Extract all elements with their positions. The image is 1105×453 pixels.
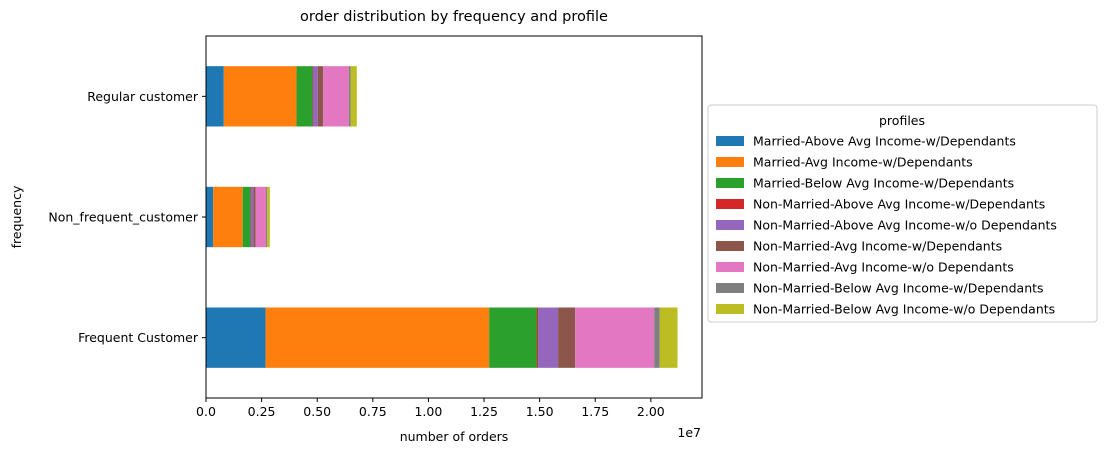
- bar-segment: [242, 186, 251, 248]
- bar-segment: [489, 307, 537, 368]
- legend-swatch: [716, 157, 744, 167]
- bar-segment: [312, 66, 318, 127]
- x-tick-label: 0.25: [248, 404, 276, 419]
- bar-segment: [223, 66, 297, 127]
- legend-swatch: [716, 178, 744, 188]
- legend-label: Non-Married-Avg Income-w/Dependants: [753, 239, 1002, 254]
- x-tick-label: 1.00: [414, 404, 442, 419]
- legend-label: Non-Married-Below Avg Income-w/Dependant…: [753, 281, 1044, 296]
- bar-segment: [323, 66, 349, 127]
- x-tick-label: 1.50: [526, 404, 554, 419]
- x-axis: 0.0 0.25 0.50 0.75 1.00 1.25 1.50 1.75 2.00: [196, 398, 665, 419]
- legend-label: Married-Below Avg Income-w/Dependants: [753, 176, 1014, 191]
- legend-items: Married-Above Avg Income-w/Dependants Mar…: [716, 134, 1057, 317]
- legend-label: Non-Married-Above Avg Income-w/o Dependa…: [753, 218, 1057, 233]
- bar-segment: [250, 186, 254, 248]
- legend-swatch: [716, 220, 744, 230]
- legend-swatch: [716, 199, 744, 209]
- x-tick-label: 2.00: [637, 404, 665, 419]
- legend-swatch: [716, 304, 744, 314]
- legend-swatch: [716, 283, 744, 293]
- x-axis-label: number of orders: [400, 429, 509, 444]
- x-tick-label: 0.75: [359, 404, 387, 419]
- bar-segment: [659, 307, 678, 368]
- bar-segment: [206, 186, 214, 248]
- y-axis: Frequent Customer Non_frequent_customer Re…: [48, 89, 206, 345]
- bar-segment: [206, 66, 224, 127]
- legend-swatch: [716, 136, 744, 146]
- bar-segment: [348, 66, 351, 127]
- legend-label: Non-Married-Above Avg Income-w/Dependant…: [753, 197, 1045, 212]
- bar-segment: [265, 307, 490, 368]
- bar-segment: [558, 307, 576, 368]
- bar-segment: [253, 186, 256, 248]
- x-tick-label: 1.25: [470, 404, 498, 419]
- legend-label: Non-Married-Below Avg Income-w/o Dependa…: [753, 302, 1055, 317]
- bar-segment: [255, 186, 267, 248]
- legend-box: [707, 104, 1098, 323]
- bar-segment: [317, 66, 324, 127]
- legend-label: Non-Married-Avg Income-w/o Dependants: [753, 260, 1014, 275]
- x-tick-label: 1.75: [581, 404, 609, 419]
- y-tick-label: Frequent Customer: [78, 330, 199, 345]
- bar-segment: [654, 307, 660, 368]
- x-axis-scale-label: 1e7: [677, 425, 701, 440]
- bar-segment: [267, 186, 270, 248]
- x-tick-label: 0.0: [196, 404, 216, 419]
- bar-segment: [296, 66, 313, 127]
- legend: profiles Married-Above Avg Income-w/Depe…: [707, 104, 1098, 323]
- legend-title: profiles: [879, 113, 925, 128]
- bar-segment: [575, 307, 655, 368]
- chart-title: order distribution by frequency and prof…: [300, 9, 608, 25]
- bars-layer: [206, 66, 678, 368]
- legend-label: Married-Avg Income-w/Dependants: [753, 155, 973, 170]
- legend-swatch: [716, 262, 744, 272]
- legend-label: Married-Above Avg Income-w/Dependants: [753, 134, 1016, 149]
- y-tick-label: Non_frequent_customer: [48, 210, 198, 225]
- bar-segment: [536, 307, 539, 368]
- bar-segment: [206, 307, 266, 368]
- bar-segment: [538, 307, 559, 368]
- bar-segment: [266, 186, 268, 248]
- bar-segment: [213, 186, 243, 248]
- legend-swatch: [716, 241, 744, 251]
- bar-segment: [350, 66, 357, 127]
- y-axis-label: frequency: [9, 185, 24, 248]
- y-tick-label: Regular customer: [87, 89, 199, 104]
- x-tick-label: 0.50: [303, 404, 331, 419]
